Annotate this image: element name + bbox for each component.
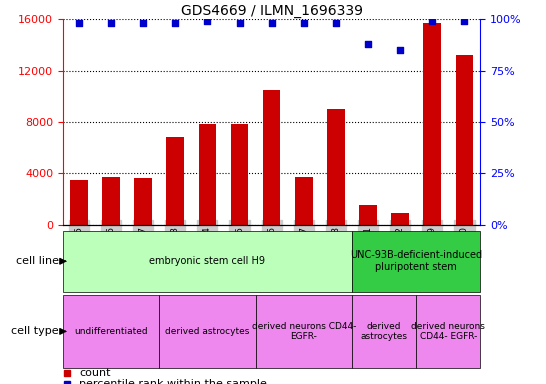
- Text: derived neurons CD44-
EGFR-: derived neurons CD44- EGFR-: [252, 322, 356, 341]
- Bar: [424, 23, 441, 225]
- Bar: [159, 295, 256, 368]
- Point: [268, 20, 276, 26]
- Bar: [230, 124, 248, 225]
- Point: [74, 20, 83, 26]
- Text: embryonic stem cell H9: embryonic stem cell H9: [150, 256, 265, 266]
- Bar: [359, 205, 377, 225]
- Point: [364, 41, 372, 47]
- Text: cell line: cell line: [16, 256, 58, 266]
- Point: [396, 47, 405, 53]
- Bar: [295, 177, 313, 225]
- Bar: [70, 180, 88, 225]
- Point: [428, 18, 437, 24]
- Bar: [63, 295, 159, 368]
- Text: derived astrocytes: derived astrocytes: [165, 327, 250, 336]
- Point: [235, 20, 244, 26]
- Title: GDS4669 / ILMN_1696339: GDS4669 / ILMN_1696339: [181, 4, 363, 18]
- Bar: [416, 295, 480, 368]
- Bar: [352, 295, 416, 368]
- Bar: [199, 124, 216, 225]
- Text: undifferentiated: undifferentiated: [74, 327, 148, 336]
- Bar: [134, 179, 152, 225]
- Bar: [256, 295, 352, 368]
- Bar: [263, 90, 281, 225]
- Bar: [327, 109, 345, 225]
- Bar: [391, 213, 409, 225]
- Text: cell type: cell type: [11, 326, 58, 336]
- Text: derived
astrocytes: derived astrocytes: [360, 322, 408, 341]
- Point: [203, 18, 212, 24]
- Point: [299, 20, 308, 26]
- Bar: [63, 231, 352, 291]
- Point: [460, 18, 469, 24]
- Point: [331, 20, 340, 26]
- Text: count: count: [80, 368, 111, 378]
- Point: [139, 20, 147, 26]
- Text: derived neurons
CD44- EGFR-: derived neurons CD44- EGFR-: [412, 322, 485, 341]
- Bar: [352, 231, 480, 291]
- Bar: [167, 137, 184, 225]
- Text: percentile rank within the sample: percentile rank within the sample: [80, 379, 268, 384]
- Point: [171, 20, 180, 26]
- Text: UNC-93B-deficient-induced
pluripotent stem: UNC-93B-deficient-induced pluripotent st…: [350, 250, 482, 272]
- Point: [106, 20, 115, 26]
- Bar: [455, 55, 473, 225]
- Bar: [102, 177, 120, 225]
